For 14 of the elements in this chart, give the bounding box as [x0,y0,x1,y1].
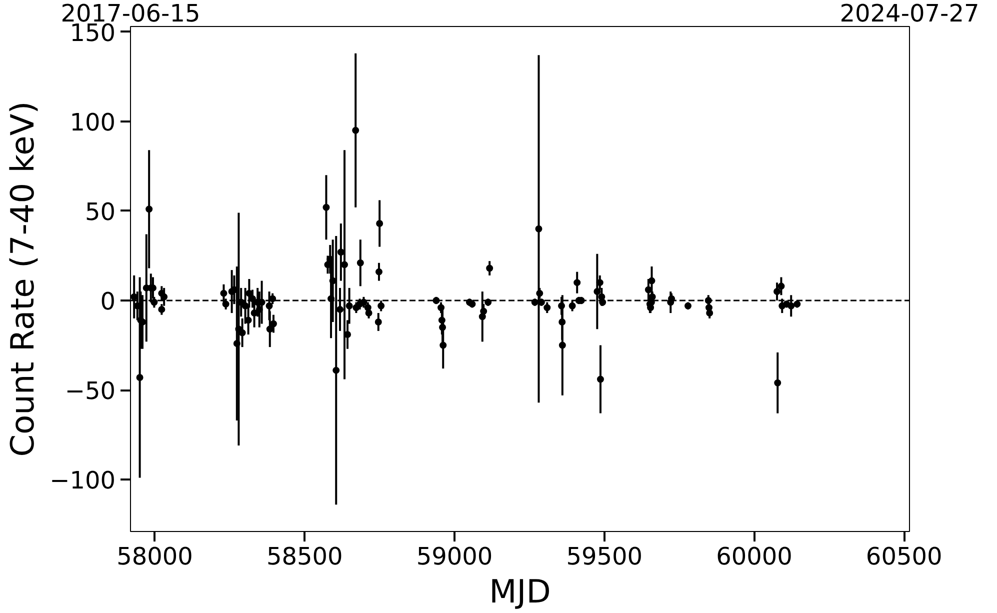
x-tick-label: 59000 [416,542,493,570]
y-tick-label: −100 [50,466,116,495]
y-tick-label: 50 [84,198,116,226]
x-tick-label: 60000 [716,542,792,570]
y-tick-label: −50 [64,377,116,406]
y-axis-title: Count Rate (7-40 keV) [4,101,42,457]
x-axis-title: MJD [489,572,551,610]
x-tick-label: 58000 [116,542,193,570]
x2-tick-label: 2024-07-27 [840,0,980,28]
y-tick-label: 100 [70,108,116,136]
y-tick-label: 0 [100,287,116,316]
x-tick-label: 59500 [566,542,643,570]
x-tick-label: 58500 [266,542,343,570]
x-tick-label: 60500 [866,542,942,570]
